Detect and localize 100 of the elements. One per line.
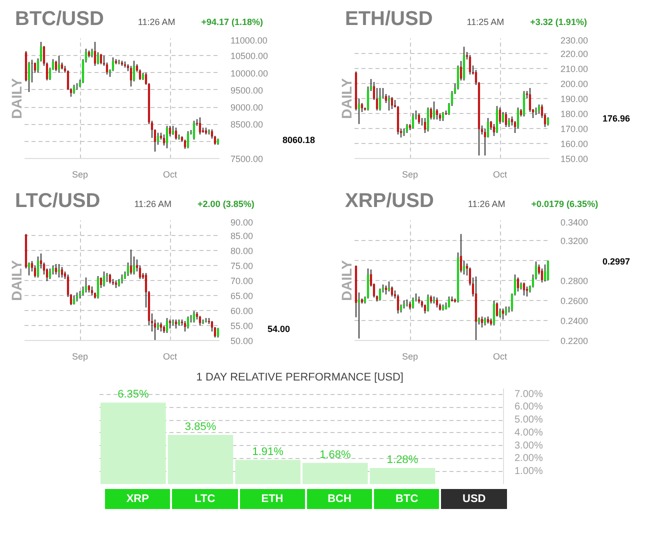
candlestick bbox=[54, 264, 58, 275]
y-tick-label: 2.00% bbox=[514, 453, 543, 464]
x-tick-label: Oct bbox=[493, 352, 508, 362]
candlestick bbox=[166, 318, 168, 334]
bar bbox=[235, 460, 300, 484]
y-tick-label: 9000.00 bbox=[230, 102, 264, 113]
candlestick bbox=[378, 88, 382, 111]
chart-subtitle: +3.32 (1.91%) bbox=[530, 17, 587, 27]
chart-subtitle: +94.17 (1.18%) bbox=[201, 17, 264, 27]
candlestick bbox=[436, 108, 438, 120]
candlestick bbox=[388, 281, 390, 292]
chart-title: BTC/USD bbox=[15, 8, 104, 30]
text: 54.00 bbox=[268, 324, 290, 334]
candlestick bbox=[168, 125, 172, 137]
candlestick bbox=[522, 282, 526, 296]
y-tick-label: 70.00 bbox=[230, 276, 254, 286]
candlestick bbox=[406, 299, 408, 307]
candlestick bbox=[186, 316, 190, 329]
y-tick-label: 210.00 bbox=[560, 64, 588, 74]
y-tick-label: 0.2400 bbox=[560, 316, 588, 326]
candlestick bbox=[174, 127, 178, 140]
candlestick bbox=[496, 106, 498, 134]
candlestick bbox=[156, 132, 160, 146]
candlestick bbox=[130, 249, 132, 275]
candlestick bbox=[460, 60, 462, 81]
y-tick-label: 0.3200 bbox=[560, 236, 588, 246]
candlestick bbox=[192, 310, 196, 323]
chart-subtitle: +0.0179 (6.35%) bbox=[531, 199, 598, 209]
chart-title: ETH/USD bbox=[345, 8, 433, 30]
candlestick bbox=[198, 315, 202, 326]
candlestick bbox=[516, 277, 520, 292]
candlestick bbox=[36, 256, 40, 278]
x-tick-label: Oct bbox=[163, 352, 178, 362]
candlestick bbox=[544, 264, 546, 282]
y-tick-label: 0.2800 bbox=[560, 276, 588, 286]
candlestick bbox=[516, 107, 520, 129]
x-tick-label: ETH bbox=[240, 489, 305, 509]
y-tick-label: 60.00 bbox=[230, 306, 254, 316]
y-tick-label: 1.00% bbox=[514, 466, 543, 478]
bar bbox=[168, 434, 234, 484]
candlestick bbox=[184, 139, 186, 150]
candlestick bbox=[468, 54, 472, 75]
y-tick-label: 230.00 bbox=[560, 36, 588, 46]
x-tick-label: Oct bbox=[163, 170, 178, 180]
y-tick-label: 200.00 bbox=[560, 79, 588, 89]
candlestick bbox=[60, 266, 64, 278]
candlestick bbox=[216, 327, 220, 338]
y-tick-label: 220.00 bbox=[560, 49, 588, 59]
y-tick-label: 0.3400 bbox=[560, 218, 588, 228]
candlestick bbox=[462, 46, 466, 81]
data-label: 6.35% bbox=[118, 388, 149, 401]
y-tick-label: 7500.00 bbox=[230, 154, 264, 164]
candlestick bbox=[504, 112, 508, 128]
candlestick bbox=[30, 59, 34, 83]
candlestick bbox=[522, 90, 526, 117]
candlestick bbox=[448, 296, 450, 308]
candlestick bbox=[396, 294, 400, 314]
candlestick bbox=[130, 65, 132, 87]
chart-title: 1 DAY RELATIVE PERFORMANCE [USD] bbox=[196, 372, 404, 384]
candlestick bbox=[186, 130, 190, 149]
x-tick-label: BCH bbox=[306, 489, 372, 509]
candlestick bbox=[502, 112, 504, 123]
y-tick-label: 5.00% bbox=[514, 414, 543, 426]
candlestick bbox=[484, 128, 486, 156]
candlestick bbox=[84, 277, 88, 293]
y-tick-label: 150.00 bbox=[560, 154, 588, 164]
y-tick-label: 6.00% bbox=[514, 402, 543, 413]
y-tick-label: 3.00% bbox=[514, 440, 543, 452]
bar bbox=[302, 462, 368, 484]
candlestick bbox=[28, 262, 30, 276]
x-tick-label: LTC bbox=[172, 489, 238, 509]
candlestick bbox=[358, 98, 360, 124]
y-tick-label: 65.00 bbox=[230, 291, 254, 301]
candlestick bbox=[412, 297, 414, 309]
text: 8060.18 bbox=[282, 134, 316, 145]
candlestick bbox=[100, 53, 102, 65]
y-tick-label: 4.00% bbox=[514, 427, 543, 438]
candlestick bbox=[546, 260, 550, 281]
candlestick bbox=[166, 125, 168, 149]
y-tick-label: 170.00 bbox=[560, 124, 588, 134]
x-tick-label: Sep bbox=[72, 170, 88, 180]
chart-title: XRP/USD bbox=[345, 190, 434, 212]
text: 11:26 AM bbox=[134, 199, 172, 209]
y-tick-label: 8500.00 bbox=[230, 120, 264, 130]
text: 176.96 bbox=[602, 114, 630, 124]
candlestick bbox=[492, 124, 496, 136]
y-tick-label: 0.2600 bbox=[560, 296, 588, 306]
candlestick bbox=[436, 297, 438, 308]
data-label: 3.85% bbox=[184, 420, 216, 433]
candlestick bbox=[480, 316, 484, 328]
candlestick bbox=[418, 113, 420, 124]
text: 11:25 AM bbox=[466, 17, 504, 27]
chart-title: LTC/USD bbox=[15, 190, 100, 212]
candlestick bbox=[426, 294, 430, 312]
x-tick-label: Sep bbox=[72, 352, 88, 362]
y-tick-label: 10000.00 bbox=[230, 68, 268, 78]
candlestick bbox=[96, 52, 100, 65]
y-tick-label: 190.00 bbox=[560, 94, 588, 104]
data-label: 1.68% bbox=[320, 448, 351, 461]
candlestick bbox=[100, 277, 102, 288]
